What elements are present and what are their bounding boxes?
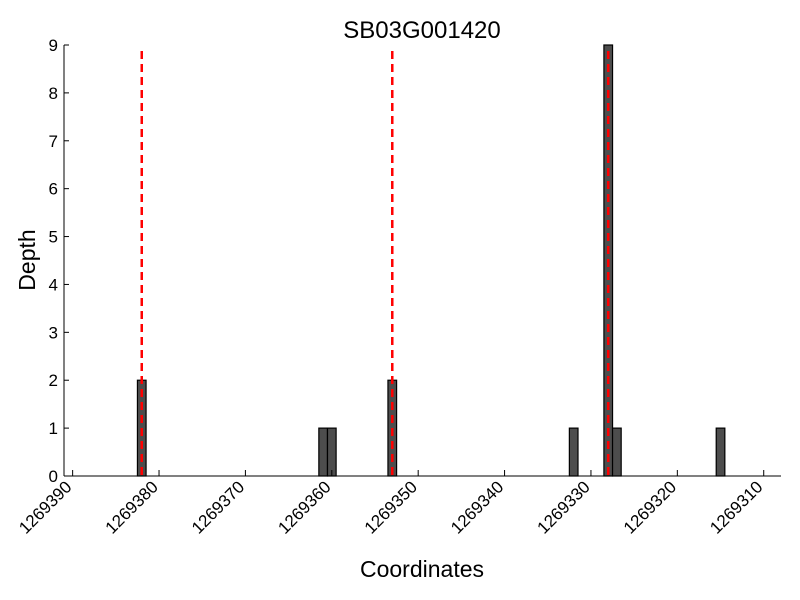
y-tick-label-3: 3 bbox=[49, 323, 58, 342]
bar-1 bbox=[318, 427, 329, 477]
chart-title: SB03G001420 bbox=[343, 17, 500, 44]
bar-6 bbox=[611, 427, 622, 477]
y-tick-label-9: 9 bbox=[49, 36, 58, 55]
y-tick-label-2: 2 bbox=[49, 371, 58, 390]
x-tick-label-2: 1269370 bbox=[188, 477, 248, 537]
x-tick-label-1: 1269380 bbox=[102, 477, 162, 537]
x-tick-label-8: 1269310 bbox=[706, 477, 766, 537]
x-axis-title: Coordinates bbox=[360, 556, 484, 582]
bar-2 bbox=[326, 427, 337, 477]
x-tick-label-3: 1269360 bbox=[274, 477, 334, 537]
y-tick-label-7: 7 bbox=[49, 132, 58, 151]
x-tick-label-5: 1269340 bbox=[447, 477, 507, 537]
x-tick-label-4: 1269350 bbox=[361, 477, 421, 537]
x-tick-label-0: 1269390 bbox=[15, 477, 75, 537]
y-tick-label-8: 8 bbox=[49, 84, 58, 103]
y-tick-label-5: 5 bbox=[49, 228, 58, 247]
bar-4 bbox=[568, 427, 579, 477]
x-tick-label-6: 1269330 bbox=[534, 477, 594, 537]
plot-area: 0 1 2 3 4 5 6 7 8 9 1269390 1269380 1269370 1269360 12… bbox=[15, 36, 781, 538]
bar-7 bbox=[715, 427, 726, 477]
y-axis-title: Depth bbox=[14, 229, 40, 290]
y-tick-label-6: 6 bbox=[49, 180, 58, 199]
y-tick-label-0: 0 bbox=[49, 467, 58, 486]
y-tick-label-1: 1 bbox=[49, 419, 58, 438]
y-tick-label-4: 4 bbox=[49, 275, 58, 294]
x-tick-label-7: 1269320 bbox=[620, 477, 680, 537]
